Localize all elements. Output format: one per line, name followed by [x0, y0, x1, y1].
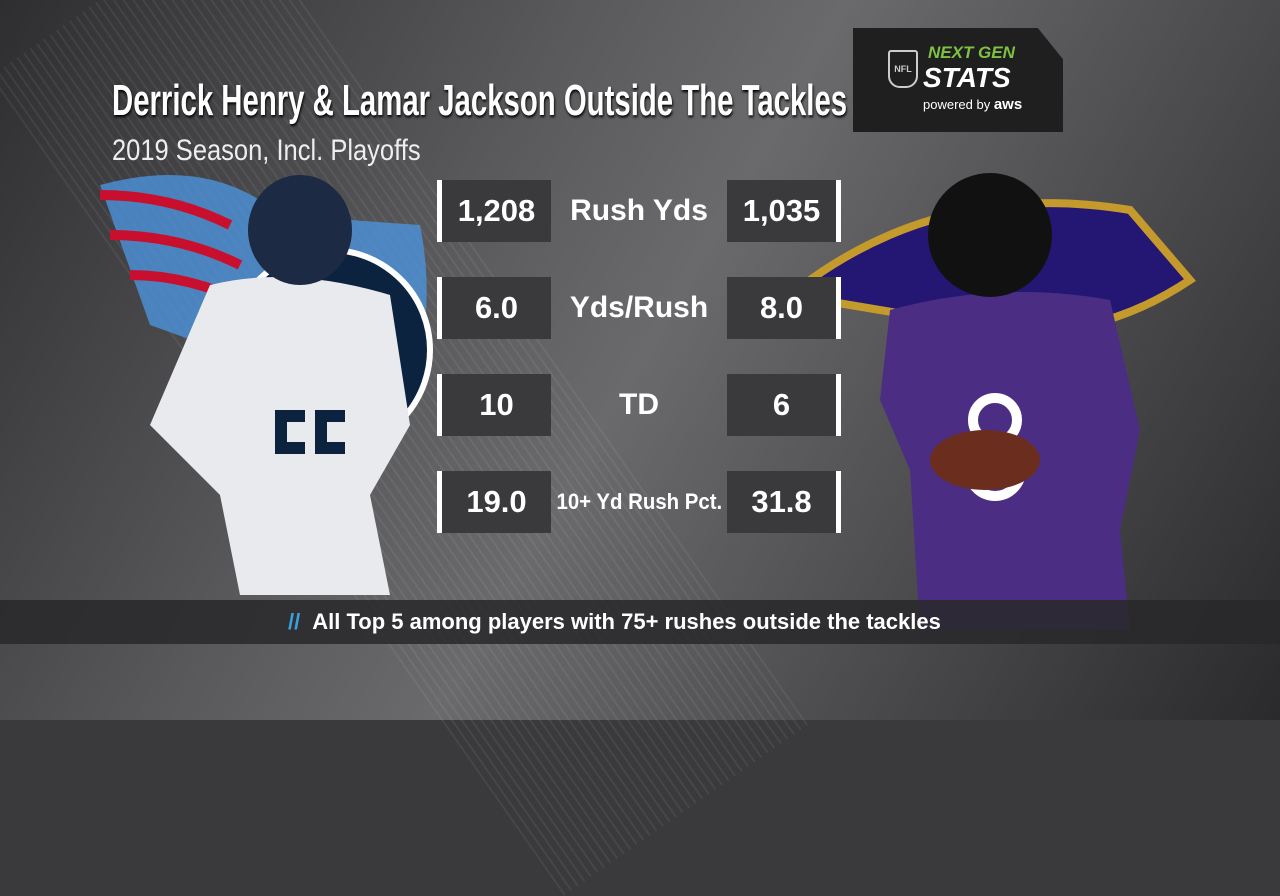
henry-value: 19.0: [437, 471, 551, 533]
titans-player-image: [99, 175, 433, 595]
next-gen-stats-logo: NFL NEXT GEN STATS powered by aws: [853, 28, 1063, 132]
slashes-icon: //: [288, 609, 301, 634]
logo-stats: STATS: [923, 62, 1011, 93]
stat-label: TD: [619, 388, 659, 421]
footer-banner: // All Top 5 among players with 75+ rushe…: [0, 600, 1280, 644]
page-title: Derrick Henry & Lamar Jackson Outside Th…: [112, 76, 848, 125]
powered-by-text: powered by: [923, 97, 991, 112]
ravens-player-image: [804, 173, 1196, 630]
stat-label: 10+ Yd Rush Pct.: [556, 489, 722, 514]
stat-row: 19.0 10+ Yd Rush Pct. 31.8: [437, 471, 841, 533]
logo-powered-by: powered by aws: [923, 96, 1022, 113]
page-subtitle: 2019 Season, Incl. Playoffs: [112, 134, 421, 167]
stat-label-cell: Rush Yds: [551, 180, 727, 242]
henry-value: 10: [437, 374, 551, 436]
stat-row: 1,208 Rush Yds 1,035: [437, 180, 841, 242]
stat-label: Rush Yds: [570, 194, 708, 227]
jackson-value: 1,035: [727, 180, 841, 242]
stat-row: 10 TD 6: [437, 374, 841, 436]
jackson-value: 8.0: [727, 277, 841, 339]
jackson-value: 31.8: [727, 471, 841, 533]
stat-label: Yds/Rush: [569, 291, 709, 324]
stat-label-cell: TD: [551, 374, 727, 436]
henry-value: 1,208: [437, 180, 551, 242]
footer-text: All Top 5 among players with 75+ rushes …: [312, 609, 941, 634]
henry-value: 6.0: [437, 277, 551, 339]
aws-text: aws: [993, 96, 1023, 113]
jackson-value: 6: [727, 374, 841, 436]
nfl-shield-icon: NFL: [888, 50, 918, 88]
stat-label-cell: Yds/Rush: [551, 277, 727, 339]
logo-next-gen: NEXT GEN: [928, 43, 1015, 62]
stat-label-cell: 10+ Yd Rush Pct.: [551, 471, 727, 533]
stat-row: 6.0 Yds/Rush 8.0: [437, 277, 841, 339]
